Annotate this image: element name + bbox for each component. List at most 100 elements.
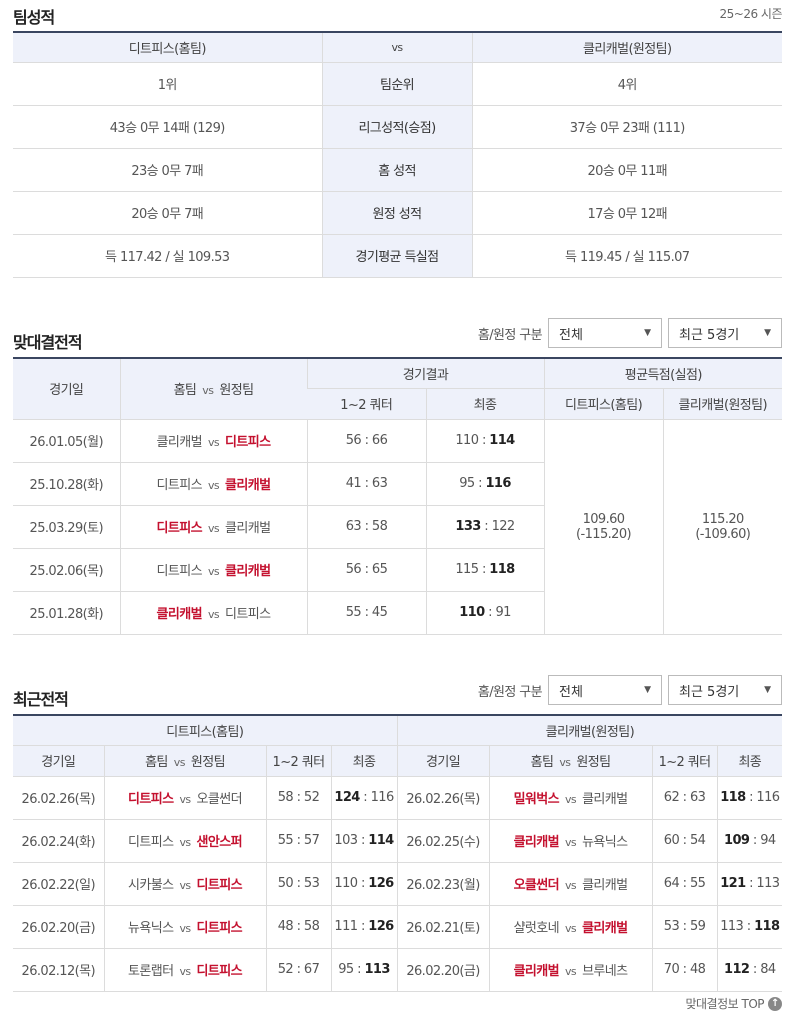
score-sep: : [745,876,757,891]
h2h-title: 맞대결전적 [13,333,83,352]
select-value: 최근 5경기 [679,684,740,700]
home-score: 113 [720,919,744,934]
avg-away-header: 클리캐벌(원정팀) [662,388,783,420]
home-team: 클리캐벌 [156,607,203,622]
select-value: 최근 5경기 [679,327,740,343]
matchup: 클리캐벌 vs 뉴욕닉스 [488,819,653,863]
game-date: 26.02.26(목) [13,776,104,820]
away-team: 디트피스 [225,607,271,622]
vs-header: vs [321,32,472,63]
final-score: 103 : 114 [330,819,398,863]
game-date: 26.02.21(토) [396,905,490,949]
stat-label: 경기평균 득실점 [321,234,472,278]
matchup: 밀워벅스 vs 클리캐벌 [488,776,653,820]
stat-label: 팀순위 [321,62,472,106]
away-stat-value: 37승 0무 23패 (111) [471,105,782,149]
home-score: 95 [459,476,475,491]
away-score: 122 [491,519,516,534]
recent-table: 디트피스(홈팀) 클리캐벌(원정팀) 경기일 홈팀 vs 원정팀 1~2 쿼터 최종… [13,714,783,992]
stat-label: 리그성적(승점) [321,105,472,149]
home-score: 112 [724,962,750,977]
away-team: 클리캐벌 [582,792,628,807]
home-team: 시카불스 [128,878,174,893]
final-score: 133 : 122 [425,505,545,549]
half-score: 62 : 63 [651,776,718,820]
away-team: 클리캐벌 [582,878,628,893]
half-score: 70 : 48 [651,948,718,992]
arrow-up-circle-icon: ↑ [768,996,782,1011]
top-link[interactable]: 맞대결정보 TOP ↑ [685,995,782,1012]
half-score: 58 : 52 [265,776,331,820]
home-score: 103 [334,833,358,848]
vs-label: vs [207,608,220,621]
half-score: 50 : 53 [265,862,331,906]
home-score: 110 [459,605,485,620]
stat-label: 원정 성적 [321,191,472,235]
final-score: 121 : 113 [716,862,783,906]
game-date: 26.02.12(목) [13,948,104,992]
h2h-range-select[interactable]: 최근 5경기 ▼ [668,318,782,348]
score-sep: : [478,562,490,577]
half-score: 64 : 55 [651,862,718,906]
away-score: 116 [485,476,511,491]
recent-left-header: 디트피스(홈팀) [13,715,398,746]
half-score: 55 : 45 [306,591,426,635]
table-row: 25.10.28(화) 디트피스 vs 클리캐벌 41 : 63 95 : 116 [13,462,782,506]
matchup-header: 홈팀 vs 원정팀 [119,358,307,420]
stat-row: 43승 0무 14패 (129) 리그성적(승점) 37승 0무 23패 (111) [13,105,782,149]
away-score: 113 [364,962,390,977]
away-score: 114 [489,433,515,448]
result-header: 경기결과 [306,358,545,389]
home-score: 111 [334,919,358,934]
half-score: 48 : 58 [265,905,331,949]
away-score: 116 [756,790,780,805]
vs-label: vs [179,922,191,935]
home-team: 토론랩터 [128,964,174,979]
matchup: 클리캐벌 vs 디트피스 [119,419,307,463]
away-stat-value: 17승 0무 12패 [471,191,782,235]
final-score: 110 : 91 [425,591,545,635]
score-sep: : [357,919,369,934]
h2h-home-away-select[interactable]: 전체 ▼ [548,318,662,348]
avg-away-against: (-109.60) [695,526,751,542]
stat-row: 20승 0무 7패 원정 성적 17승 0무 12패 [13,191,782,235]
avg-home-header: 디트피스(홈팀) [543,388,664,420]
away-score: 91 [495,605,511,620]
score-sep: : [749,962,761,977]
matchup: 클리캐벌 vs 브루네츠 [488,948,653,992]
home-team: 디트피스 [156,564,203,579]
final-score: 111 : 126 [330,905,398,949]
vs-label: vs [565,793,577,806]
vs-label: vs [565,965,577,978]
matchup: 오클썬더 vs 클리캐벌 [488,862,653,906]
home-team: 클리캐벌 [156,435,203,450]
matchup: 디트피스 vs 클리캐벌 [119,462,307,506]
recent-home-away-select[interactable]: 전체 ▼ [548,675,662,705]
game-date: 26.02.22(일) [13,862,104,906]
home-team-header: 디트피스(홈팀) [13,32,322,63]
score-sep: : [359,790,371,805]
top-link-label: 맞대결정보 TOP [685,997,764,1011]
home-stat-value: 20승 0무 7패 [13,191,322,235]
home-stat-value: 득 117.42 / 실 109.53 [13,234,322,278]
recent-range-select[interactable]: 최근 5경기 ▼ [668,675,782,705]
matchup: 뉴욕닉스 vs 디트피스 [103,905,266,949]
avg-away-for: 115.20 [701,511,744,527]
score-sep: : [357,876,369,891]
recent-right-header: 클리캐벌(원정팀) [396,715,783,746]
away-team: 디트피스 [196,964,243,979]
matchup: 토론랩터 vs 디트피스 [103,948,266,992]
game-date: 26.02.26(목) [396,776,490,820]
final-score: 112 : 84 [716,948,783,992]
dropdown-caret-icon: ▼ [644,685,651,695]
away-score: 116 [370,790,395,805]
game-date: 25.03.29(토) [13,505,120,549]
table-row: 26.02.24(화) 디트피스 vs 샌안스퍼 55 : 57 103 : 114 26.… [13,819,783,863]
matchup: 디트피스 vs 클리캐벌 [119,505,307,549]
vs-label: vs [207,436,220,449]
away-score: 118 [754,919,780,934]
score-sep: : [474,476,486,491]
final-score: 110 : 126 [330,862,398,906]
home-stat-value: 43승 0무 14패 (129) [13,105,322,149]
score-sep: : [745,790,757,805]
